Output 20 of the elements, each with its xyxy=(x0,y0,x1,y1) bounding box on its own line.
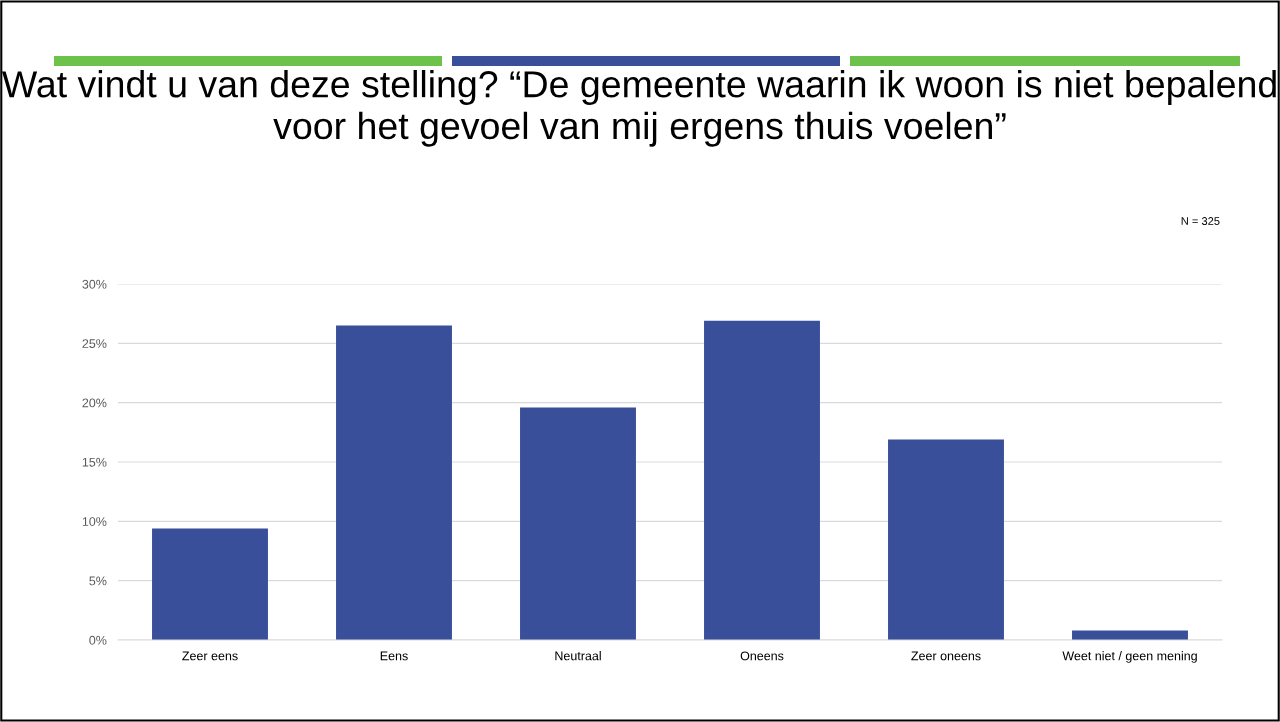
y-tick-label: 5% xyxy=(89,576,107,586)
y-tick-label: 15% xyxy=(82,457,107,467)
x-tick-label: Zeer oneens xyxy=(911,651,981,661)
chart-title: Wat vindt u van deze stelling? “De gemeente waarin ik woon is niet bepalend voor het gevoel van mij ergens thuis voelen” xyxy=(2,70,1276,147)
x-tick-label: Weet niet / geen mening xyxy=(1062,651,1197,663)
x-tick-label: Oneens xyxy=(740,651,784,661)
bar xyxy=(336,325,452,640)
x-tick-label: Eens xyxy=(380,651,408,661)
bar xyxy=(888,439,1004,640)
text: N = 325 xyxy=(1181,217,1220,225)
y-tick-label: 10% xyxy=(82,517,107,526)
y-tick-label: 20% xyxy=(82,398,107,408)
y-tick-label: 0% xyxy=(89,635,107,645)
bar xyxy=(152,528,268,640)
y-tick-label: 30% xyxy=(82,279,107,289)
x-tick-label: Zeer eens xyxy=(182,651,238,661)
x-tick-label: Neutraal xyxy=(555,651,601,661)
y-tick-label: 25% xyxy=(82,339,107,348)
bar xyxy=(704,320,820,640)
bar xyxy=(520,407,636,640)
